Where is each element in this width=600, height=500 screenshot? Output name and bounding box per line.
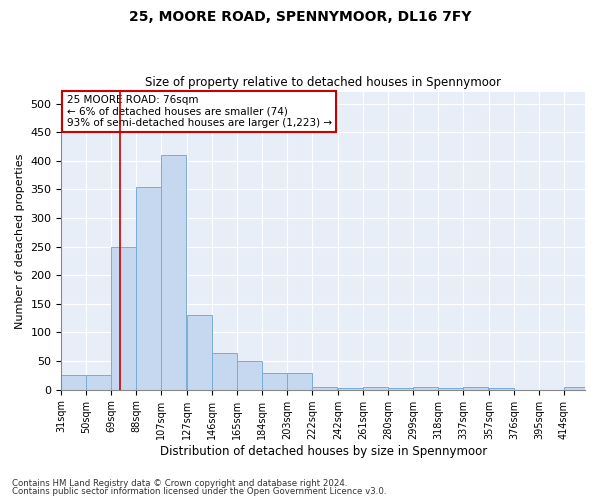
Bar: [312, 387, 337, 390]
Text: Contains public sector information licensed under the Open Government Licence v3: Contains public sector information licen…: [12, 487, 386, 496]
Bar: [388, 388, 413, 390]
Bar: [262, 372, 287, 390]
Bar: [564, 387, 589, 390]
Title: Size of property relative to detached houses in Spennymoor: Size of property relative to detached ho…: [145, 76, 501, 90]
Y-axis label: Number of detached properties: Number of detached properties: [15, 153, 25, 328]
Bar: [61, 376, 86, 390]
Bar: [338, 388, 363, 390]
Text: 25 MOORE ROAD: 76sqm
← 6% of detached houses are smaller (74)
93% of semi-detach: 25 MOORE ROAD: 76sqm ← 6% of detached ho…: [67, 95, 332, 128]
X-axis label: Distribution of detached houses by size in Spennymoor: Distribution of detached houses by size …: [160, 444, 487, 458]
Bar: [413, 387, 438, 390]
Text: Contains HM Land Registry data © Crown copyright and database right 2024.: Contains HM Land Registry data © Crown c…: [12, 478, 347, 488]
Bar: [161, 155, 186, 390]
Bar: [111, 246, 136, 390]
Bar: [136, 186, 161, 390]
Bar: [438, 388, 463, 390]
Bar: [287, 372, 312, 390]
Bar: [86, 376, 111, 390]
Bar: [237, 361, 262, 390]
Bar: [489, 388, 514, 390]
Bar: [363, 387, 388, 390]
Bar: [187, 316, 212, 390]
Bar: [212, 352, 237, 390]
Text: 25, MOORE ROAD, SPENNYMOOR, DL16 7FY: 25, MOORE ROAD, SPENNYMOOR, DL16 7FY: [129, 10, 471, 24]
Bar: [463, 387, 488, 390]
